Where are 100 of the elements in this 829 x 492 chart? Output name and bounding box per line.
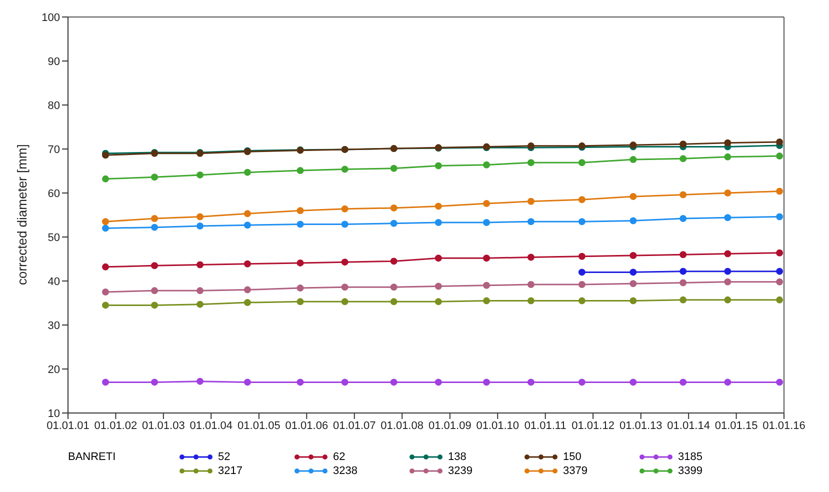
- point: [196, 300, 204, 308]
- point: [390, 164, 398, 172]
- point: [578, 297, 586, 304]
- point: [680, 268, 687, 275]
- y-tick-label: 40: [48, 276, 60, 288]
- point: [630, 297, 637, 304]
- point: [776, 188, 784, 195]
- point: [244, 378, 251, 386]
- point: [578, 196, 586, 204]
- point: [390, 298, 398, 306]
- point: [578, 378, 586, 386]
- point: [102, 175, 110, 182]
- point: [151, 262, 158, 270]
- point: [151, 287, 158, 294]
- legend-label: 3185: [678, 451, 704, 463]
- point: [776, 213, 784, 220]
- point: [102, 302, 110, 309]
- point: [527, 159, 534, 166]
- point: [341, 378, 348, 386]
- x-tick-label: 01.01.12: [572, 420, 614, 432]
- point: [527, 281, 534, 288]
- point: [630, 378, 637, 386]
- point: [680, 279, 687, 286]
- point: [102, 224, 110, 232]
- y-tick-label: 50: [48, 232, 60, 244]
- point: [776, 249, 784, 256]
- point: [434, 162, 442, 170]
- point: [196, 378, 204, 385]
- point: [724, 153, 732, 160]
- point: [244, 168, 251, 176]
- y-tick-label: 60: [48, 188, 60, 200]
- point: [296, 378, 304, 386]
- point: [341, 258, 348, 266]
- point: [680, 140, 687, 148]
- point: [390, 220, 398, 227]
- point: [196, 213, 204, 220]
- point: [390, 284, 398, 291]
- point: [724, 296, 732, 304]
- point: [434, 254, 442, 262]
- point: [630, 280, 637, 288]
- y-tick-label: 100: [42, 12, 60, 24]
- point: [483, 297, 490, 304]
- legend-label: 3238: [333, 465, 358, 477]
- point: [527, 254, 534, 261]
- point: [390, 378, 398, 386]
- point: [196, 171, 204, 178]
- point: [390, 204, 398, 212]
- x-tick-label: 01.01.02: [94, 420, 138, 432]
- x-tick-label: 01.01.13: [619, 420, 662, 432]
- point: [483, 254, 490, 262]
- point: [196, 222, 204, 230]
- point: [680, 296, 687, 304]
- point: [680, 251, 687, 258]
- x-tick-label: 01.01.06: [285, 420, 328, 432]
- x-tick-label: 01.01.08: [380, 420, 424, 432]
- legend-label: 62: [333, 451, 346, 463]
- x-tick-label: 01.01.03: [142, 420, 185, 432]
- y-axis-title: corrected diameter [mm]: [14, 144, 30, 285]
- point: [434, 218, 442, 226]
- point: [390, 258, 398, 265]
- point: [341, 166, 348, 173]
- point: [527, 198, 534, 205]
- y-tick-label: 10: [48, 408, 60, 420]
- legend-label: 3379: [563, 465, 588, 477]
- y-tick-label: 20: [48, 364, 60, 376]
- point: [244, 210, 251, 218]
- point: [483, 218, 490, 226]
- point: [630, 252, 637, 259]
- point: [630, 268, 637, 276]
- legend-label: 3217: [218, 465, 244, 477]
- point: [296, 220, 304, 228]
- point: [776, 268, 784, 275]
- point: [483, 282, 490, 289]
- y-tick-label: 90: [48, 56, 60, 68]
- point: [724, 378, 732, 386]
- point: [724, 268, 732, 275]
- point: [434, 298, 442, 306]
- point: [776, 138, 784, 146]
- point: [578, 268, 586, 276]
- point: [630, 156, 637, 164]
- point: [483, 378, 490, 386]
- point: [151, 378, 158, 386]
- x-tick-label: 01.01.07: [332, 420, 376, 432]
- point: [151, 302, 158, 309]
- point: [341, 220, 348, 228]
- point: [527, 378, 534, 386]
- point: [680, 191, 687, 198]
- x-tick-label: 01.01.10: [476, 420, 520, 432]
- point: [630, 217, 637, 224]
- point: [776, 378, 784, 386]
- legend-title: BANRETI: [68, 450, 117, 463]
- point: [776, 278, 784, 286]
- x-tick-label: 01.01.05: [238, 420, 280, 432]
- point: [724, 214, 732, 222]
- point: [102, 378, 110, 386]
- point: [151, 224, 158, 231]
- point: [296, 284, 304, 292]
- point: [434, 378, 442, 386]
- x-tick-label: 01.01.11: [524, 420, 566, 432]
- y-tick-label: 80: [48, 100, 60, 112]
